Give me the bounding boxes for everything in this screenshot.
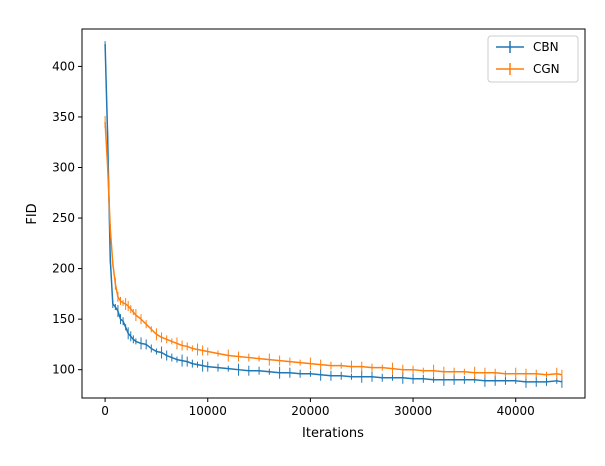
y-axis: 100 150 200 250 300 350 400 [52, 59, 82, 377]
y-tick-label: 300 [52, 161, 75, 175]
series-cbn [104, 41, 563, 388]
legend-label: CBN [533, 40, 559, 54]
y-tick-label: 250 [52, 211, 75, 225]
x-axis: 0 10000 20000 30000 40000 [101, 398, 535, 418]
x-axis-label: Iterations [302, 426, 364, 441]
plot-area [104, 41, 563, 388]
y-tick-label: 150 [52, 312, 75, 326]
x-tick-label: 0 [101, 404, 109, 418]
series-line-cgn [104, 121, 563, 376]
x-tick-label: 10000 [189, 404, 227, 418]
y-tick-label: 400 [52, 59, 75, 73]
x-tick-label: 30000 [394, 404, 432, 418]
legend-label: CGN [533, 62, 560, 76]
y-tick-label: 350 [52, 110, 75, 124]
y-axis-label: FID [25, 203, 40, 224]
legend-entry-cbn: CBN [496, 40, 559, 54]
plot-frame [81, 28, 586, 399]
x-tick-label: 40000 [497, 404, 535, 418]
y-tick-label: 200 [52, 262, 75, 276]
legend: CBN CGN [487, 35, 579, 83]
legend-entry-cgn: CGN [496, 62, 560, 76]
x-tick-label: 20000 [291, 404, 329, 418]
series-cgn [104, 116, 563, 380]
series-line-cbn [104, 44, 563, 383]
y-tick-label: 100 [52, 363, 75, 377]
